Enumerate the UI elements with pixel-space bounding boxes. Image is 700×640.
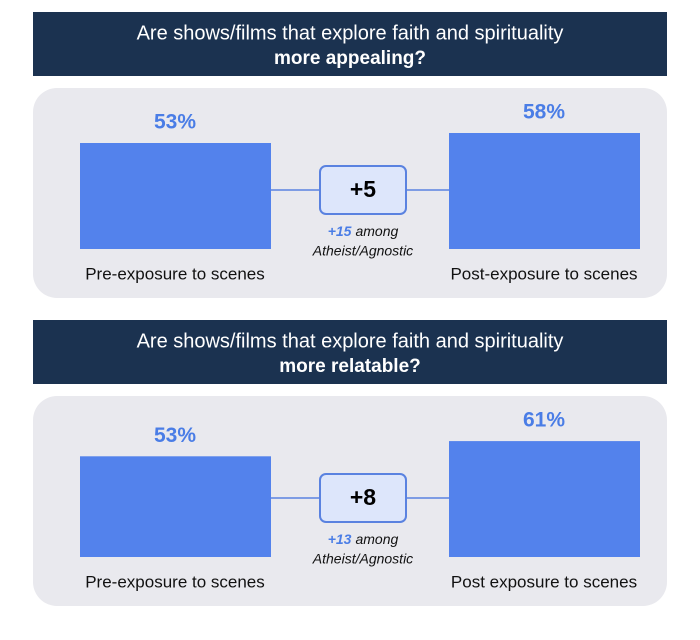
- category-label: Pre-exposure to scenes: [85, 572, 265, 591]
- delta-label: +8: [350, 484, 376, 510]
- note: +13 among: [328, 531, 399, 547]
- note-value: +15: [328, 223, 352, 239]
- bar: [80, 143, 271, 249]
- chart-subtitle: more relatable?: [279, 356, 421, 377]
- value-label: 58%: [523, 101, 565, 124]
- bar: [449, 133, 640, 249]
- bar: [80, 456, 271, 557]
- category-label: Post-exposure to scenes: [450, 264, 637, 283]
- category-label: Post exposure to scenes: [451, 572, 637, 591]
- delta-box: [319, 165, 407, 215]
- title-banner: [33, 12, 667, 76]
- note-group: Atheist/Agnostic: [312, 243, 413, 259]
- title-banner: [33, 320, 667, 384]
- bar: [449, 441, 640, 557]
- category-label: Pre-exposure to scenes: [85, 264, 265, 283]
- note-text: among: [355, 223, 398, 239]
- chart-subtitle: more appealing?: [274, 48, 426, 69]
- value-label: 61%: [523, 409, 565, 432]
- delta-label: +5: [350, 176, 376, 202]
- chart-title: Are shows/films that explore faith and s…: [137, 330, 564, 352]
- delta-box: [319, 473, 407, 523]
- value-label: 53%: [154, 111, 196, 134]
- note: +15 among: [328, 223, 399, 239]
- note-group: Atheist/Agnostic: [312, 551, 413, 567]
- note-value: +13: [328, 531, 352, 547]
- note-text: among: [355, 531, 398, 547]
- chart-title: Are shows/films that explore faith and s…: [137, 22, 564, 44]
- value-label: 53%: [154, 424, 196, 447]
